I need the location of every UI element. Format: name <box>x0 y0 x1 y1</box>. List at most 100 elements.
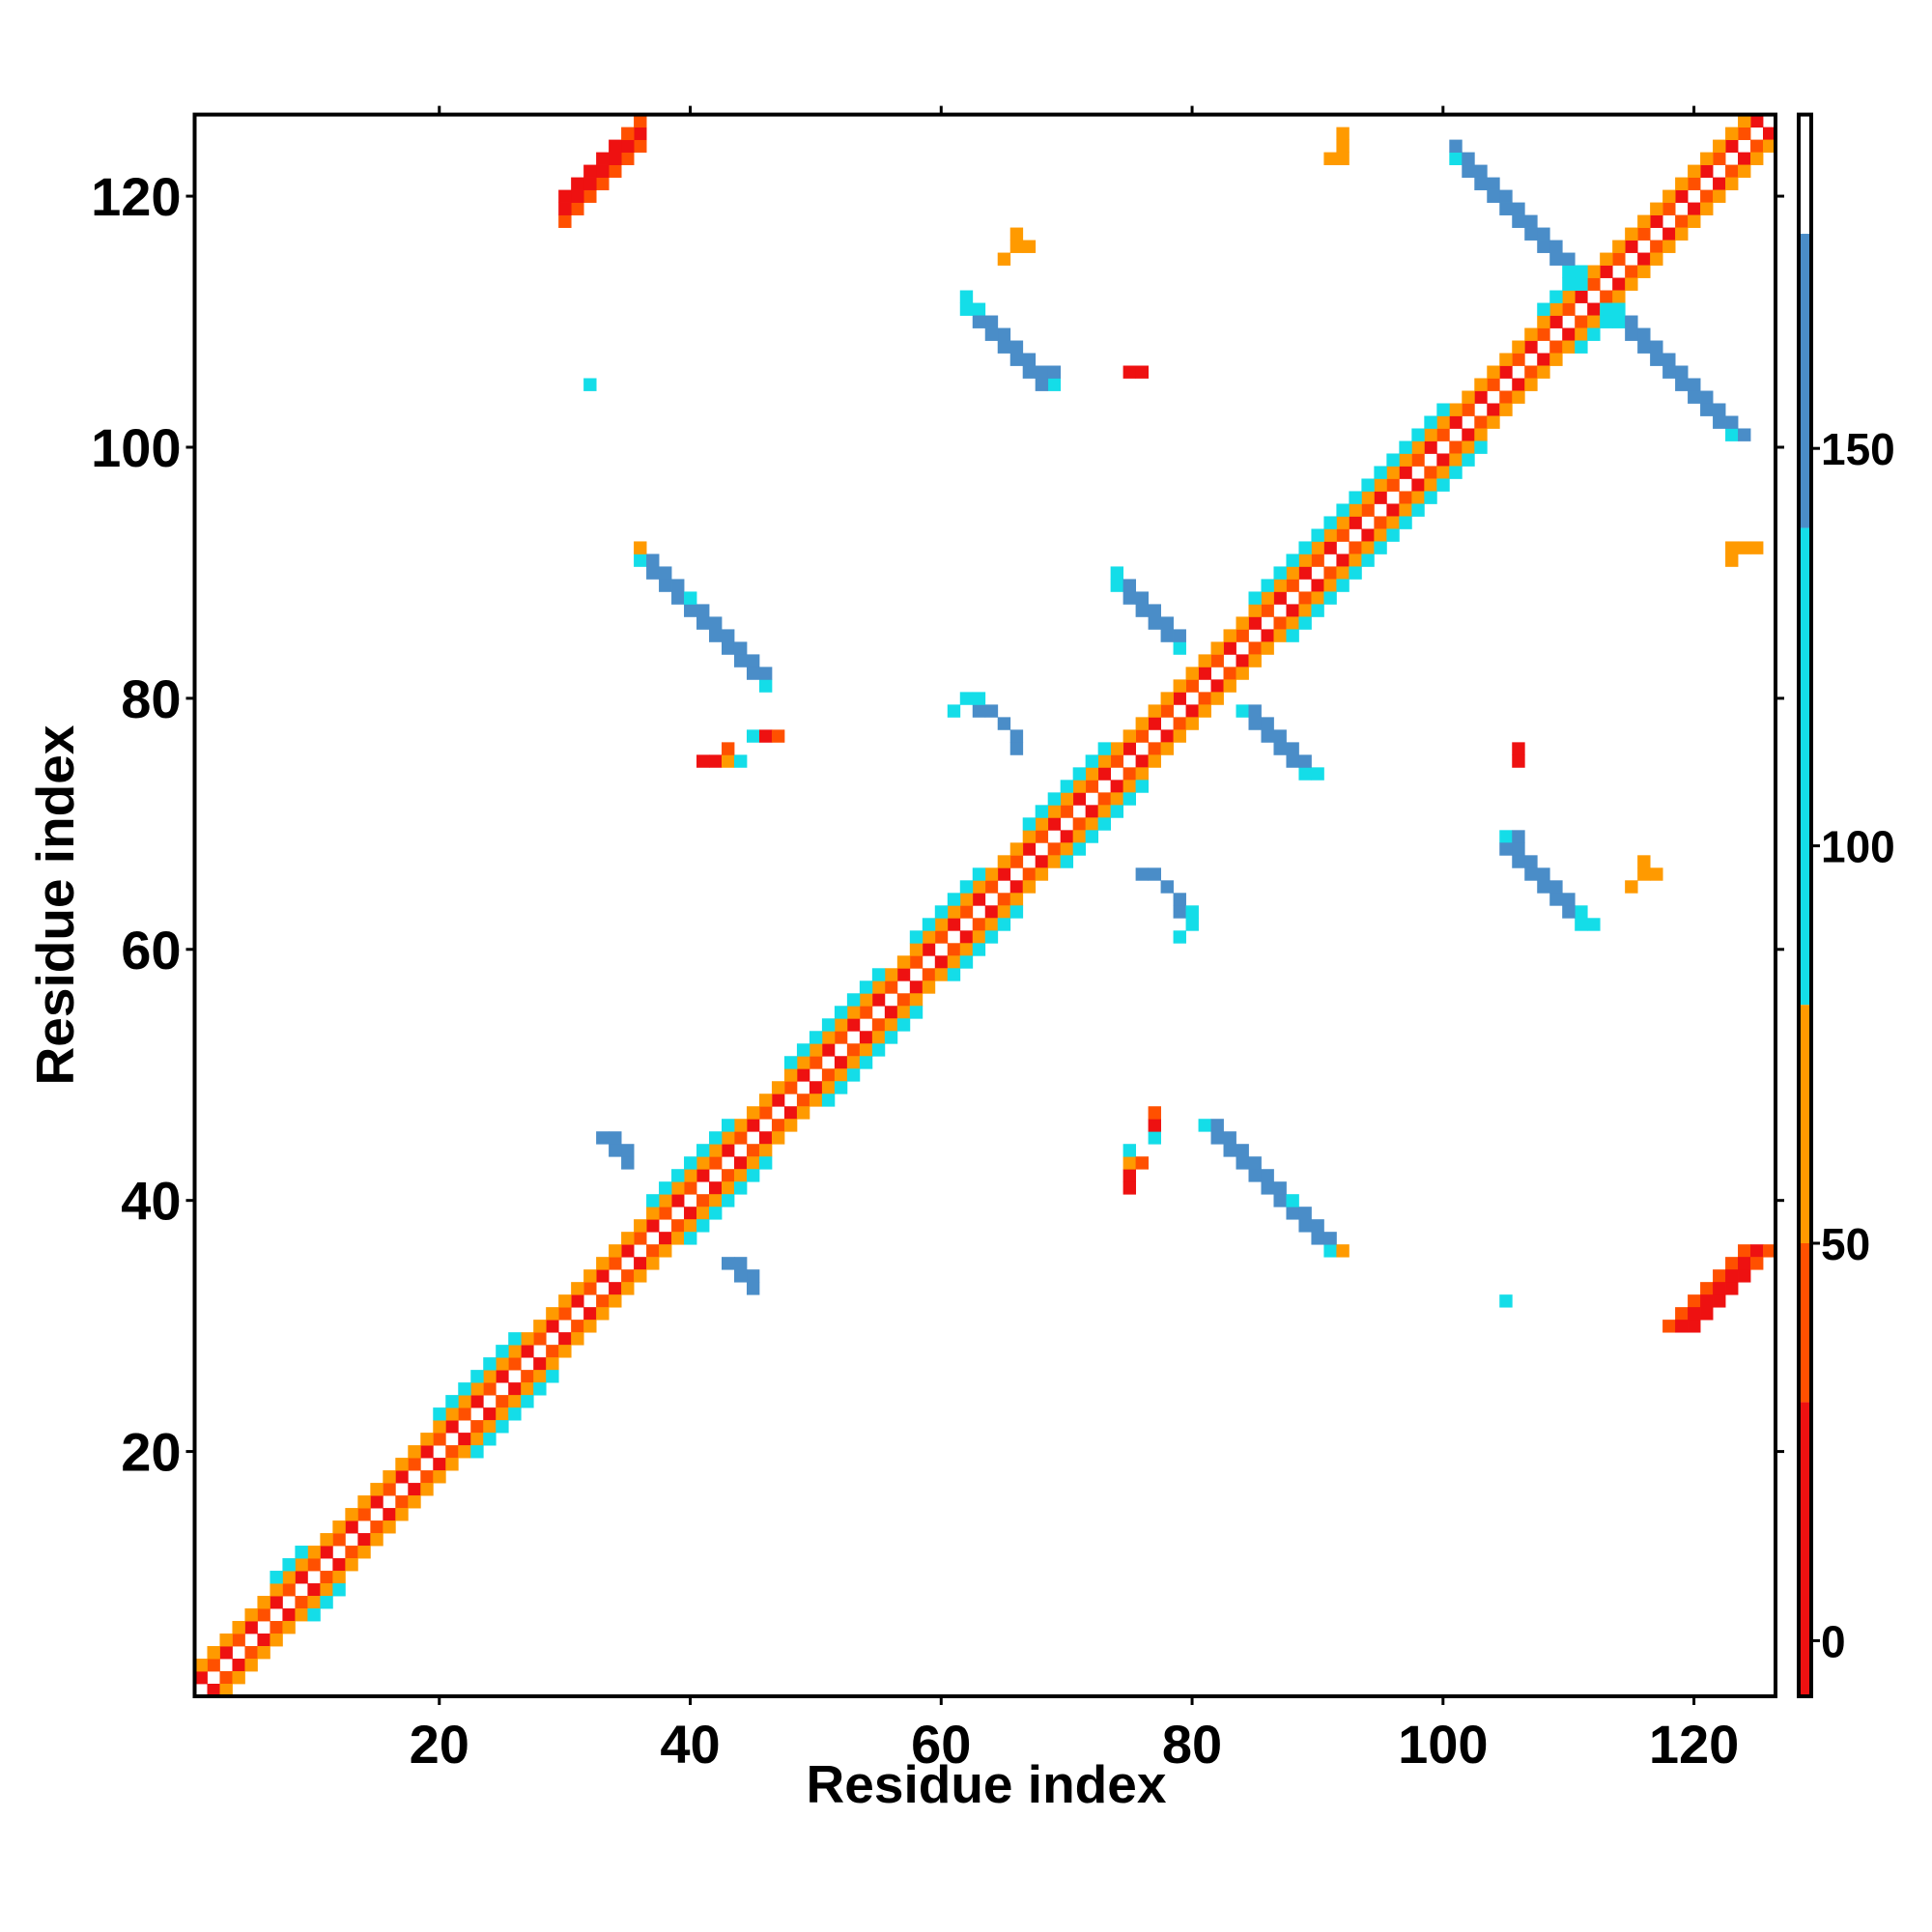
heatmap-cell <box>1662 365 1676 379</box>
heatmap-cell <box>1286 742 1299 755</box>
heatmap-cell <box>1549 290 1563 303</box>
heatmap-cell <box>984 930 999 944</box>
heatmap-cell <box>383 1520 396 1534</box>
heatmap-cell <box>1323 516 1337 529</box>
heatmap-cell <box>696 616 710 630</box>
heatmap-cell <box>496 1357 509 1371</box>
heatmap-cell <box>1725 1282 1739 1295</box>
heatmap-cell <box>1562 302 1576 316</box>
heatmap-cell <box>684 1169 697 1182</box>
heatmap-cell <box>671 1181 685 1195</box>
heatmap-cell <box>947 968 961 981</box>
heatmap-cell <box>1185 704 1199 718</box>
heatmap-cell <box>1286 566 1299 580</box>
heatmap-cell <box>1424 415 1437 429</box>
heatmap-cell <box>758 667 773 680</box>
heatmap-cell <box>583 1307 597 1321</box>
heatmap-cell <box>1047 817 1062 831</box>
heatmap-cell <box>646 1194 660 1208</box>
heatmap-cell <box>320 1546 333 1559</box>
heatmap-cell <box>1135 867 1149 881</box>
heatmap-cell <box>1311 579 1324 592</box>
heatmap-cell <box>1148 717 1161 730</box>
heatmap-cell <box>834 1031 848 1044</box>
y-tick-label: 80 <box>121 668 181 729</box>
heatmap-cell <box>1374 478 1387 492</box>
heatmap-cell <box>1135 604 1149 617</box>
heatmap-cell <box>1499 202 1513 215</box>
heatmap-cell <box>1248 1156 1262 1170</box>
heatmap-cell <box>433 1420 446 1434</box>
heatmap-cell <box>521 1370 534 1383</box>
heatmap-cell <box>1650 353 1663 366</box>
heatmap-cell <box>846 1043 861 1057</box>
heatmap-cell <box>809 1081 823 1094</box>
heatmap-cell <box>1173 905 1186 919</box>
heatmap-cell <box>959 302 974 316</box>
heatmap-cell <box>1060 830 1074 843</box>
heatmap-cell <box>1110 780 1124 793</box>
heatmap-cell <box>1725 177 1739 190</box>
heatmap-cell <box>1122 1156 1137 1170</box>
heatmap-cell <box>533 1332 547 1346</box>
heatmap-cell <box>1336 152 1350 165</box>
heatmap-cell <box>621 1144 635 1157</box>
heatmap-cell <box>1361 541 1375 554</box>
heatmap-cell <box>859 993 873 1007</box>
heatmap-cell <box>1512 742 1525 755</box>
heatmap-cell <box>1236 667 1249 680</box>
heatmap-cell <box>1725 554 1739 567</box>
heatmap-cell <box>846 1006 861 1019</box>
heatmap-cell <box>345 1546 358 1559</box>
heatmap-cell <box>1524 867 1538 881</box>
heatmap-cell <box>370 1533 384 1547</box>
heatmap-cell <box>646 554 660 567</box>
heatmap-cell <box>1537 353 1550 366</box>
colorbar-segment <box>1799 1005 1811 1243</box>
colorbar-segment <box>1799 1242 1811 1403</box>
heatmap-cell <box>659 1181 672 1195</box>
heatmap-cell <box>1248 591 1262 605</box>
heatmap-cell <box>997 905 1011 919</box>
heatmap-cell <box>470 1395 484 1408</box>
heatmap-cell <box>758 1144 773 1157</box>
heatmap-cell <box>722 1144 735 1157</box>
heatmap-cell <box>634 554 647 567</box>
heatmap-cell <box>194 1671 208 1685</box>
heatmap-cell <box>1148 742 1161 755</box>
heatmap-cell <box>746 1119 760 1132</box>
heatmap-cell <box>583 189 597 203</box>
heatmap-cell <box>533 1357 547 1371</box>
heatmap-cell <box>571 1282 584 1295</box>
heatmap-cell <box>1750 139 1764 153</box>
heatmap-cell <box>1236 616 1249 630</box>
heatmap-cell <box>1072 842 1087 856</box>
heatmap-cell <box>1122 365 1137 379</box>
heatmap-cell <box>1286 1194 1299 1208</box>
heatmap-cell <box>1562 327 1576 341</box>
heatmap-cell <box>508 1407 522 1421</box>
heatmap-cell <box>1537 327 1550 341</box>
heatmap-cell <box>1097 817 1112 831</box>
heatmap-cell <box>1725 1257 1739 1270</box>
heatmap-cell <box>1173 717 1186 730</box>
heatmap-cell <box>1487 365 1500 379</box>
heatmap-cell <box>1738 1244 1751 1258</box>
heatmap-cell <box>332 1533 346 1547</box>
heatmap-cell <box>1738 127 1751 140</box>
heatmap-cell <box>1436 415 1450 429</box>
heatmap-cell <box>207 1684 220 1697</box>
heatmap-cell <box>1261 579 1274 592</box>
heatmap-cell <box>383 1508 396 1521</box>
heatmap-cell <box>1612 240 1626 253</box>
heatmap-cell <box>997 340 1011 354</box>
heatmap-cell <box>1349 554 1362 567</box>
heatmap-cell <box>1562 265 1576 278</box>
heatmap-cell <box>1022 353 1037 366</box>
x-axis-title: Residue index <box>807 1754 1167 1814</box>
heatmap-cell <box>1047 792 1062 806</box>
heatmap-cell <box>1273 591 1287 605</box>
heatmap-cell <box>709 1181 723 1195</box>
heatmap-cell <box>596 177 610 190</box>
heatmap-cell <box>194 1659 208 1672</box>
